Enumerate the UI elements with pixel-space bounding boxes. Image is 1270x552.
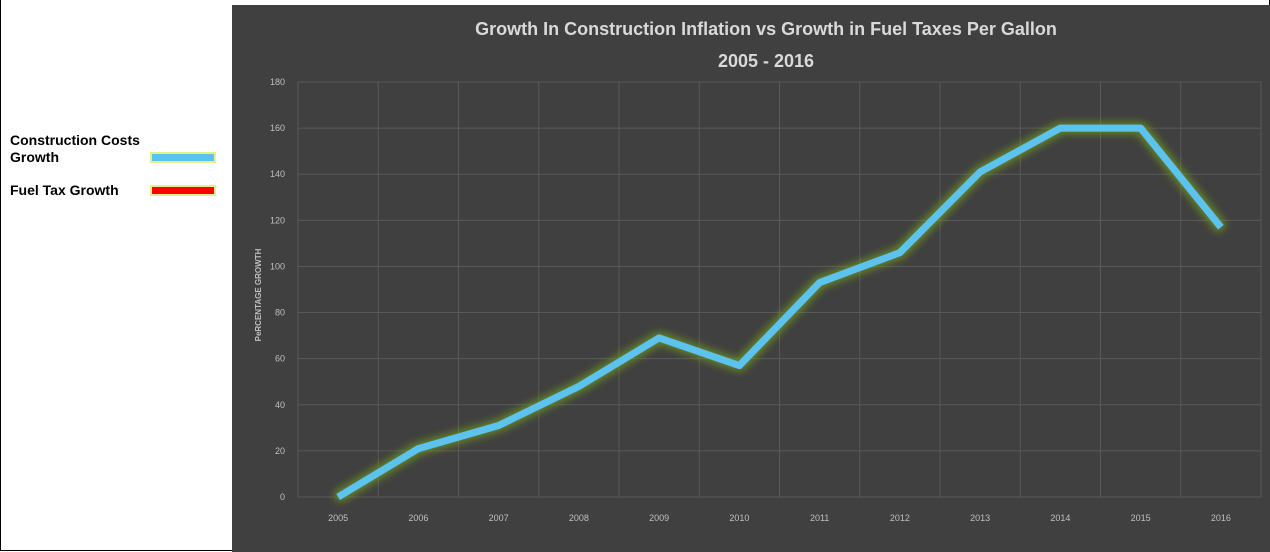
chart: Growth In Construction Inflation vs Grow…	[232, 5, 1270, 552]
x-tick-label: 2005	[328, 513, 348, 523]
legend-swatch	[150, 185, 216, 196]
y-tick-label: 0	[280, 492, 285, 502]
x-tick-label: 2011	[810, 513, 829, 523]
x-tick-label: 2015	[1131, 513, 1151, 523]
legend-item: Construction Costs Growth	[10, 132, 225, 182]
y-tick-label: 100	[270, 261, 285, 271]
y-axis-title: PeRCENTAGE GROWTH	[254, 248, 263, 341]
y-tick-label: 40	[275, 400, 285, 410]
y-tick-label: 160	[270, 123, 285, 133]
y-tick-label: 20	[275, 446, 285, 456]
legend: Construction Costs Growth Fuel Tax Growth	[10, 132, 225, 232]
chart-subtitle: 2005 - 2016	[718, 51, 814, 71]
x-tick-label: 2012	[890, 513, 910, 523]
x-tick-label: 2007	[489, 513, 509, 523]
y-tick-label: 120	[270, 215, 285, 225]
y-tick-label: 80	[275, 308, 285, 318]
x-tick-label: 2008	[569, 513, 589, 523]
y-tick-label: 180	[270, 77, 285, 87]
legend-label: Construction Costs Growth	[10, 132, 140, 165]
series-line	[336, 124, 1224, 500]
chart-title: Growth In Construction Inflation vs Grow…	[475, 19, 1057, 39]
x-tick-label: 2006	[408, 513, 428, 523]
legend-swatch	[150, 152, 216, 163]
x-tick-label: 2014	[1050, 513, 1070, 523]
y-tick-label: 60	[275, 354, 285, 364]
chart-bg	[232, 5, 1270, 552]
x-tick-label: 2010	[729, 513, 749, 523]
x-tick-label: 2016	[1211, 513, 1231, 523]
y-tick-label: 140	[270, 169, 285, 179]
x-tick-label: 2009	[649, 513, 669, 523]
legend-item: Fuel Tax Growth	[10, 182, 225, 232]
x-tick-label: 2013	[970, 513, 990, 523]
legend-label: Fuel Tax Growth	[10, 182, 119, 198]
